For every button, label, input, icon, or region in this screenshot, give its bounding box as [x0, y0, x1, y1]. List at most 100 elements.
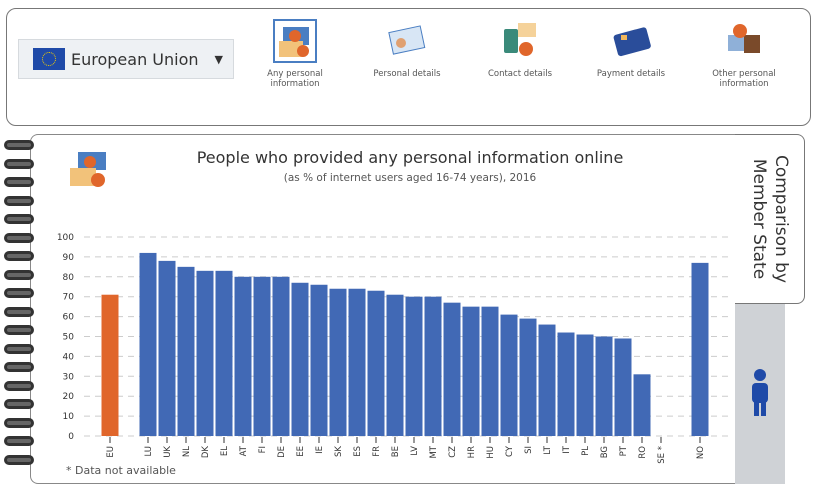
bar-ro — [633, 374, 651, 436]
binding-ring — [4, 362, 34, 372]
binding-ring — [4, 288, 34, 298]
x-tick-label: CY — [505, 445, 515, 457]
chevron-down-icon: ▼ — [214, 52, 223, 66]
x-tick-label: DE — [277, 446, 287, 458]
credit-card-icon — [609, 19, 653, 63]
x-tick-label: AT — [239, 445, 249, 456]
binding-ring — [4, 417, 34, 428]
x-tick-label: LV — [410, 446, 420, 456]
x-tick-label: EE — [296, 446, 306, 457]
bar-lt — [538, 324, 556, 436]
country-selector[interactable]: European Union ▼ — [18, 39, 234, 79]
x-tick-label: LU — [144, 446, 154, 457]
bar-lu — [139, 252, 157, 436]
comparison-by-member-state-tab[interactable]: Comparison by Member State — [735, 134, 805, 304]
bar-si — [519, 318, 537, 436]
bar-dk — [196, 270, 214, 436]
x-tick-label: SI — [524, 446, 534, 454]
bar-fr — [367, 290, 385, 436]
category-any-personal-information[interactable]: Any personal information — [250, 19, 340, 89]
category-label: Other personal information — [712, 69, 776, 89]
x-tick-label: PL — [581, 446, 591, 456]
y-tick-label: 40 — [63, 352, 75, 362]
person-icon[interactable] — [750, 368, 770, 422]
binding-ring — [4, 232, 34, 243]
x-tick-label: HU — [486, 446, 496, 459]
x-tick-label: PT — [619, 445, 629, 456]
binding-ring — [4, 214, 34, 224]
other-info-icon — [722, 19, 766, 63]
y-tick-label: 70 — [63, 293, 75, 303]
binding-ring — [4, 269, 34, 280]
category-label: Contact details — [487, 69, 553, 79]
bar-uk — [158, 260, 176, 436]
spiral-binding — [4, 140, 34, 473]
eu-flag-icon — [33, 48, 65, 70]
x-tick-label: LT — [543, 445, 553, 455]
x-tick-label: BG — [600, 446, 610, 458]
binding-ring — [4, 325, 34, 335]
x-tick-label: SK — [334, 446, 344, 457]
chart-title: People who provided any personal informa… — [196, 148, 624, 167]
bar-it — [557, 332, 575, 436]
bar-be — [386, 294, 404, 436]
binding-ring — [4, 343, 34, 354]
x-tick-label: HR — [467, 446, 477, 458]
binding-ring — [4, 195, 34, 206]
bar-at — [234, 276, 252, 436]
bar-cy — [500, 314, 518, 436]
filter-panel: European Union ▼ Any personal informatio… — [6, 8, 811, 126]
bar-bg — [595, 336, 613, 436]
category-personal-details[interactable]: Personal details — [362, 19, 452, 79]
bar-ie — [310, 284, 328, 436]
category-label: Any personal information — [267, 69, 323, 89]
category-label: Payment details — [596, 69, 666, 79]
bar-hu — [481, 306, 499, 436]
binding-ring — [4, 158, 34, 169]
id-card-icon — [385, 19, 429, 63]
bar-no — [691, 262, 709, 436]
binding-ring — [4, 306, 34, 317]
bar-pt — [614, 338, 632, 436]
y-tick-label: 30 — [63, 372, 75, 382]
bar-es — [348, 288, 366, 436]
x-tick-label: IE — [315, 446, 325, 454]
y-tick-label: 10 — [63, 412, 75, 422]
y-tick-label: 20 — [63, 392, 75, 402]
x-tick-label: SE * — [657, 446, 667, 464]
any-personal-info-chart-icon — [68, 148, 112, 196]
y-tick-label: 90 — [63, 253, 75, 263]
x-tick-label: EU — [106, 446, 116, 458]
x-tick-label: BE — [391, 446, 401, 457]
x-tick-label: NL — [182, 446, 192, 457]
category-other-personal-information[interactable]: Other personal information — [699, 19, 789, 89]
x-tick-label: MT — [429, 445, 439, 458]
x-tick-label: NO — [696, 446, 706, 459]
x-tick-label: DK — [201, 446, 211, 459]
bar-hr — [462, 306, 480, 436]
category-contact-details[interactable]: Contact details — [475, 19, 565, 79]
bar-pl — [576, 334, 594, 436]
binding-ring — [4, 140, 34, 150]
binding-ring — [4, 380, 34, 391]
data-note: * Data not available — [66, 464, 176, 477]
binding-ring — [4, 454, 34, 465]
category-label: Personal details — [373, 69, 441, 79]
y-tick-label: 80 — [63, 273, 75, 283]
bar-sk — [329, 288, 347, 436]
country-selector-value: European Union — [71, 49, 199, 69]
x-tick-label: FI — [258, 446, 268, 453]
bar-nl — [177, 266, 195, 436]
bar-el — [215, 270, 233, 436]
binding-ring — [4, 436, 34, 446]
bar-de — [272, 276, 290, 436]
bar-mt — [424, 296, 442, 436]
binding-ring — [4, 251, 34, 261]
bar-cz — [443, 302, 461, 436]
category-payment-details[interactable]: Payment details — [586, 19, 676, 79]
bar-eu — [101, 294, 119, 436]
contact-phone-mail-icon — [498, 19, 542, 63]
x-tick-label: RO — [638, 446, 648, 459]
y-tick-label: 0 — [68, 432, 74, 442]
